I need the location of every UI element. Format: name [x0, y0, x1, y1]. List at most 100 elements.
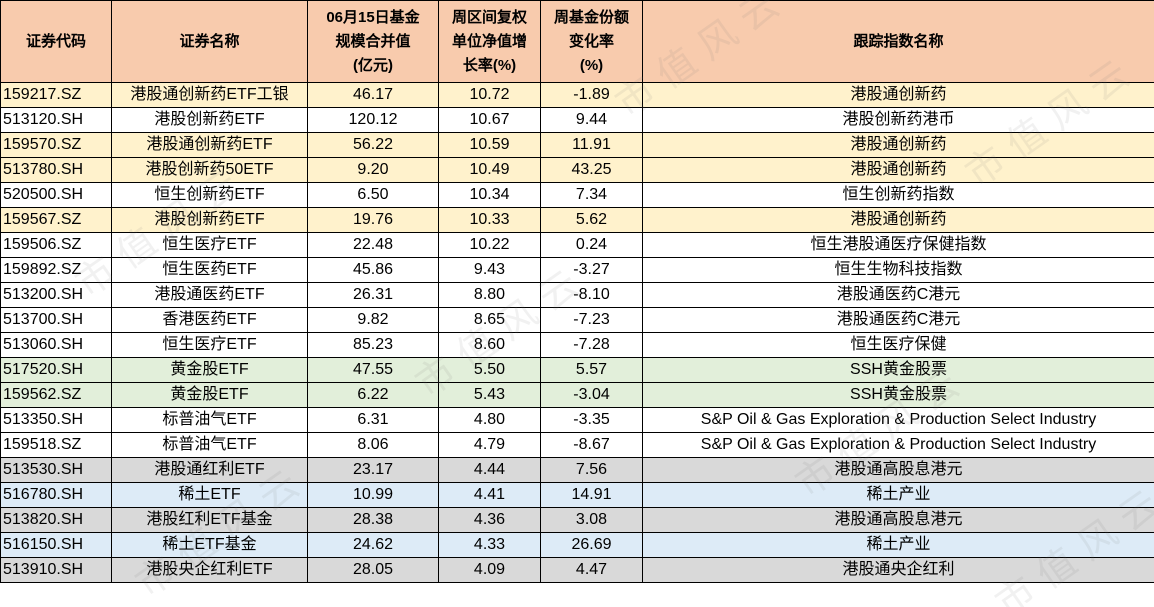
index-cell: 港股通高股息港元	[642, 457, 1154, 483]
share-cell: 5.57	[540, 357, 643, 383]
code-cell: 159562.SZ	[0, 382, 112, 408]
scale-cell: 6.31	[307, 407, 439, 433]
table-row: 513910.SH 港股央企红利ETF 28.05 4.09 4.47 港股通央企红利	[0, 557, 1154, 583]
code-cell: 159217.SZ	[0, 82, 112, 108]
name-cell: 香港医药ETF	[111, 307, 308, 333]
index-cell: 恒生医疗保健	[642, 332, 1154, 358]
scale-cell: 10.99	[307, 482, 439, 508]
scale-cell: 23.17	[307, 457, 439, 483]
index-cell: 恒生港股通医疗保健指数	[642, 232, 1154, 258]
growth-cell: 9.43	[438, 257, 541, 283]
scale-cell: 6.50	[307, 182, 439, 208]
index-cell: S&P Oil & Gas Exploration & Production S…	[642, 407, 1154, 433]
name-cell: 标普油气ETF	[111, 407, 308, 433]
scale-cell: 120.12	[307, 107, 439, 133]
growth-cell: 4.41	[438, 482, 541, 508]
code-cell: 159570.SZ	[0, 132, 112, 158]
growth-cell: 4.44	[438, 457, 541, 483]
name-cell: 恒生医疗ETF	[111, 332, 308, 358]
table-row: 513820.SH 港股红利ETF基金 28.38 4.36 3.08 港股通高股息港元	[0, 507, 1154, 533]
share-cell: 14.91	[540, 482, 643, 508]
header-scale-line3: (亿元)	[353, 56, 393, 74]
code-cell: 159518.SZ	[0, 432, 112, 458]
share-cell: -7.28	[540, 332, 643, 358]
code-cell: 513350.SH	[0, 407, 112, 433]
header-name: 证券名称	[111, 0, 308, 83]
table-row: 513060.SH 恒生医疗ETF 85.23 8.60 -7.28 恒生医疗保健	[0, 332, 1154, 358]
header-scale-line1: 06月15日基金	[326, 8, 420, 26]
growth-cell: 4.33	[438, 532, 541, 558]
index-cell: 港股通央企红利	[642, 557, 1154, 583]
scale-cell: 9.82	[307, 307, 439, 333]
table-row: 513200.SH 港股通医药ETF 26.31 8.80 -8.10 港股通医药C港元	[0, 282, 1154, 308]
code-cell: 513120.SH	[0, 107, 112, 133]
header-share-line1: 周基金份额	[553, 8, 629, 26]
share-cell: 11.91	[540, 132, 643, 158]
code-cell: 159892.SZ	[0, 257, 112, 283]
code-cell: 159567.SZ	[0, 207, 112, 233]
code-cell: 520500.SH	[0, 182, 112, 208]
name-cell: 港股通创新药ETF	[111, 132, 308, 158]
growth-cell: 10.67	[438, 107, 541, 133]
index-cell: 恒生创新药指数	[642, 182, 1154, 208]
code-cell: 159506.SZ	[0, 232, 112, 258]
name-cell: 港股创新药ETF	[111, 107, 308, 133]
share-cell: -7.23	[540, 307, 643, 333]
growth-cell: 8.65	[438, 307, 541, 333]
code-cell: 513060.SH	[0, 332, 112, 358]
index-cell: 恒生生物科技指数	[642, 257, 1154, 283]
table-row: 513780.SH 港股创新药50ETF 9.20 10.49 43.25 港股通创新药	[0, 157, 1154, 183]
code-cell: 513700.SH	[0, 307, 112, 333]
code-cell: 513820.SH	[0, 507, 112, 533]
scale-cell: 9.20	[307, 157, 439, 183]
growth-cell: 10.22	[438, 232, 541, 258]
etf-weekly-table: 证券代码 证券名称 06月15日基金 规模合并值 (亿元) 周区间复权 单位净值…	[0, 0, 1154, 583]
table-row: 159570.SZ 港股通创新药ETF 56.22 10.59 11.91 港股通创新药	[0, 132, 1154, 158]
growth-cell: 4.80	[438, 407, 541, 433]
growth-cell: 5.43	[438, 382, 541, 408]
scale-cell: 22.48	[307, 232, 439, 258]
code-cell: 516780.SH	[0, 482, 112, 508]
index-cell: 稀土产业	[642, 482, 1154, 508]
name-cell: 港股通创新药ETF工银	[111, 82, 308, 108]
scale-cell: 56.22	[307, 132, 439, 158]
index-cell: 港股通创新药	[642, 132, 1154, 158]
code-cell: 513200.SH	[0, 282, 112, 308]
code-cell: 513530.SH	[0, 457, 112, 483]
table-row: 513350.SH 标普油气ETF 6.31 4.80 -3.35 S&P Oil & G…	[0, 407, 1154, 433]
scale-cell: 26.31	[307, 282, 439, 308]
growth-cell: 10.34	[438, 182, 541, 208]
index-cell: 港股创新药港币	[642, 107, 1154, 133]
scale-cell: 8.06	[307, 432, 439, 458]
scale-cell: 28.05	[307, 557, 439, 583]
table-row: 513530.SH 港股通红利ETF 23.17 4.44 7.56 港股通高股息港元	[0, 457, 1154, 483]
index-cell: 港股通创新药	[642, 207, 1154, 233]
name-cell: 港股央企红利ETF	[111, 557, 308, 583]
scale-cell: 19.76	[307, 207, 439, 233]
table-row: 517520.SH 黄金股ETF 47.55 5.50 5.57 SSH黄金股票	[0, 357, 1154, 383]
table-row: 159892.SZ 恒生医药ETF 45.86 9.43 -3.27 恒生生物科技指数	[0, 257, 1154, 283]
share-cell: 9.44	[540, 107, 643, 133]
scale-cell: 28.38	[307, 507, 439, 533]
name-cell: 港股通红利ETF	[111, 457, 308, 483]
growth-cell: 4.79	[438, 432, 541, 458]
share-cell: 7.34	[540, 182, 643, 208]
table-row: 159217.SZ 港股通创新药ETF工银 46.17 10.72 -1.89 港股通创新…	[0, 82, 1154, 108]
share-cell: 5.62	[540, 207, 643, 233]
growth-cell: 10.33	[438, 207, 541, 233]
share-cell: 26.69	[540, 532, 643, 558]
name-cell: 恒生创新药ETF	[111, 182, 308, 208]
scale-cell: 47.55	[307, 357, 439, 383]
growth-cell: 10.72	[438, 82, 541, 108]
table-row: 513120.SH 港股创新药ETF 120.12 10.67 9.44 港股创新药港币	[0, 107, 1154, 133]
growth-cell: 4.09	[438, 557, 541, 583]
share-cell: 0.24	[540, 232, 643, 258]
index-cell: SSH黄金股票	[642, 357, 1154, 383]
header-row: 证券代码 证券名称 06月15日基金 规模合并值 (亿元) 周区间复权 单位净值…	[0, 0, 1154, 83]
share-cell: -3.04	[540, 382, 643, 408]
name-cell: 黄金股ETF	[111, 382, 308, 408]
scale-cell: 46.17	[307, 82, 439, 108]
index-cell: 港股通创新药	[642, 82, 1154, 108]
table-row: 513700.SH 香港医药ETF 9.82 8.65 -7.23 港股通医药C港元	[0, 307, 1154, 333]
table-row: 159506.SZ 恒生医疗ETF 22.48 10.22 0.24 恒生港股通医疗保健指…	[0, 232, 1154, 258]
